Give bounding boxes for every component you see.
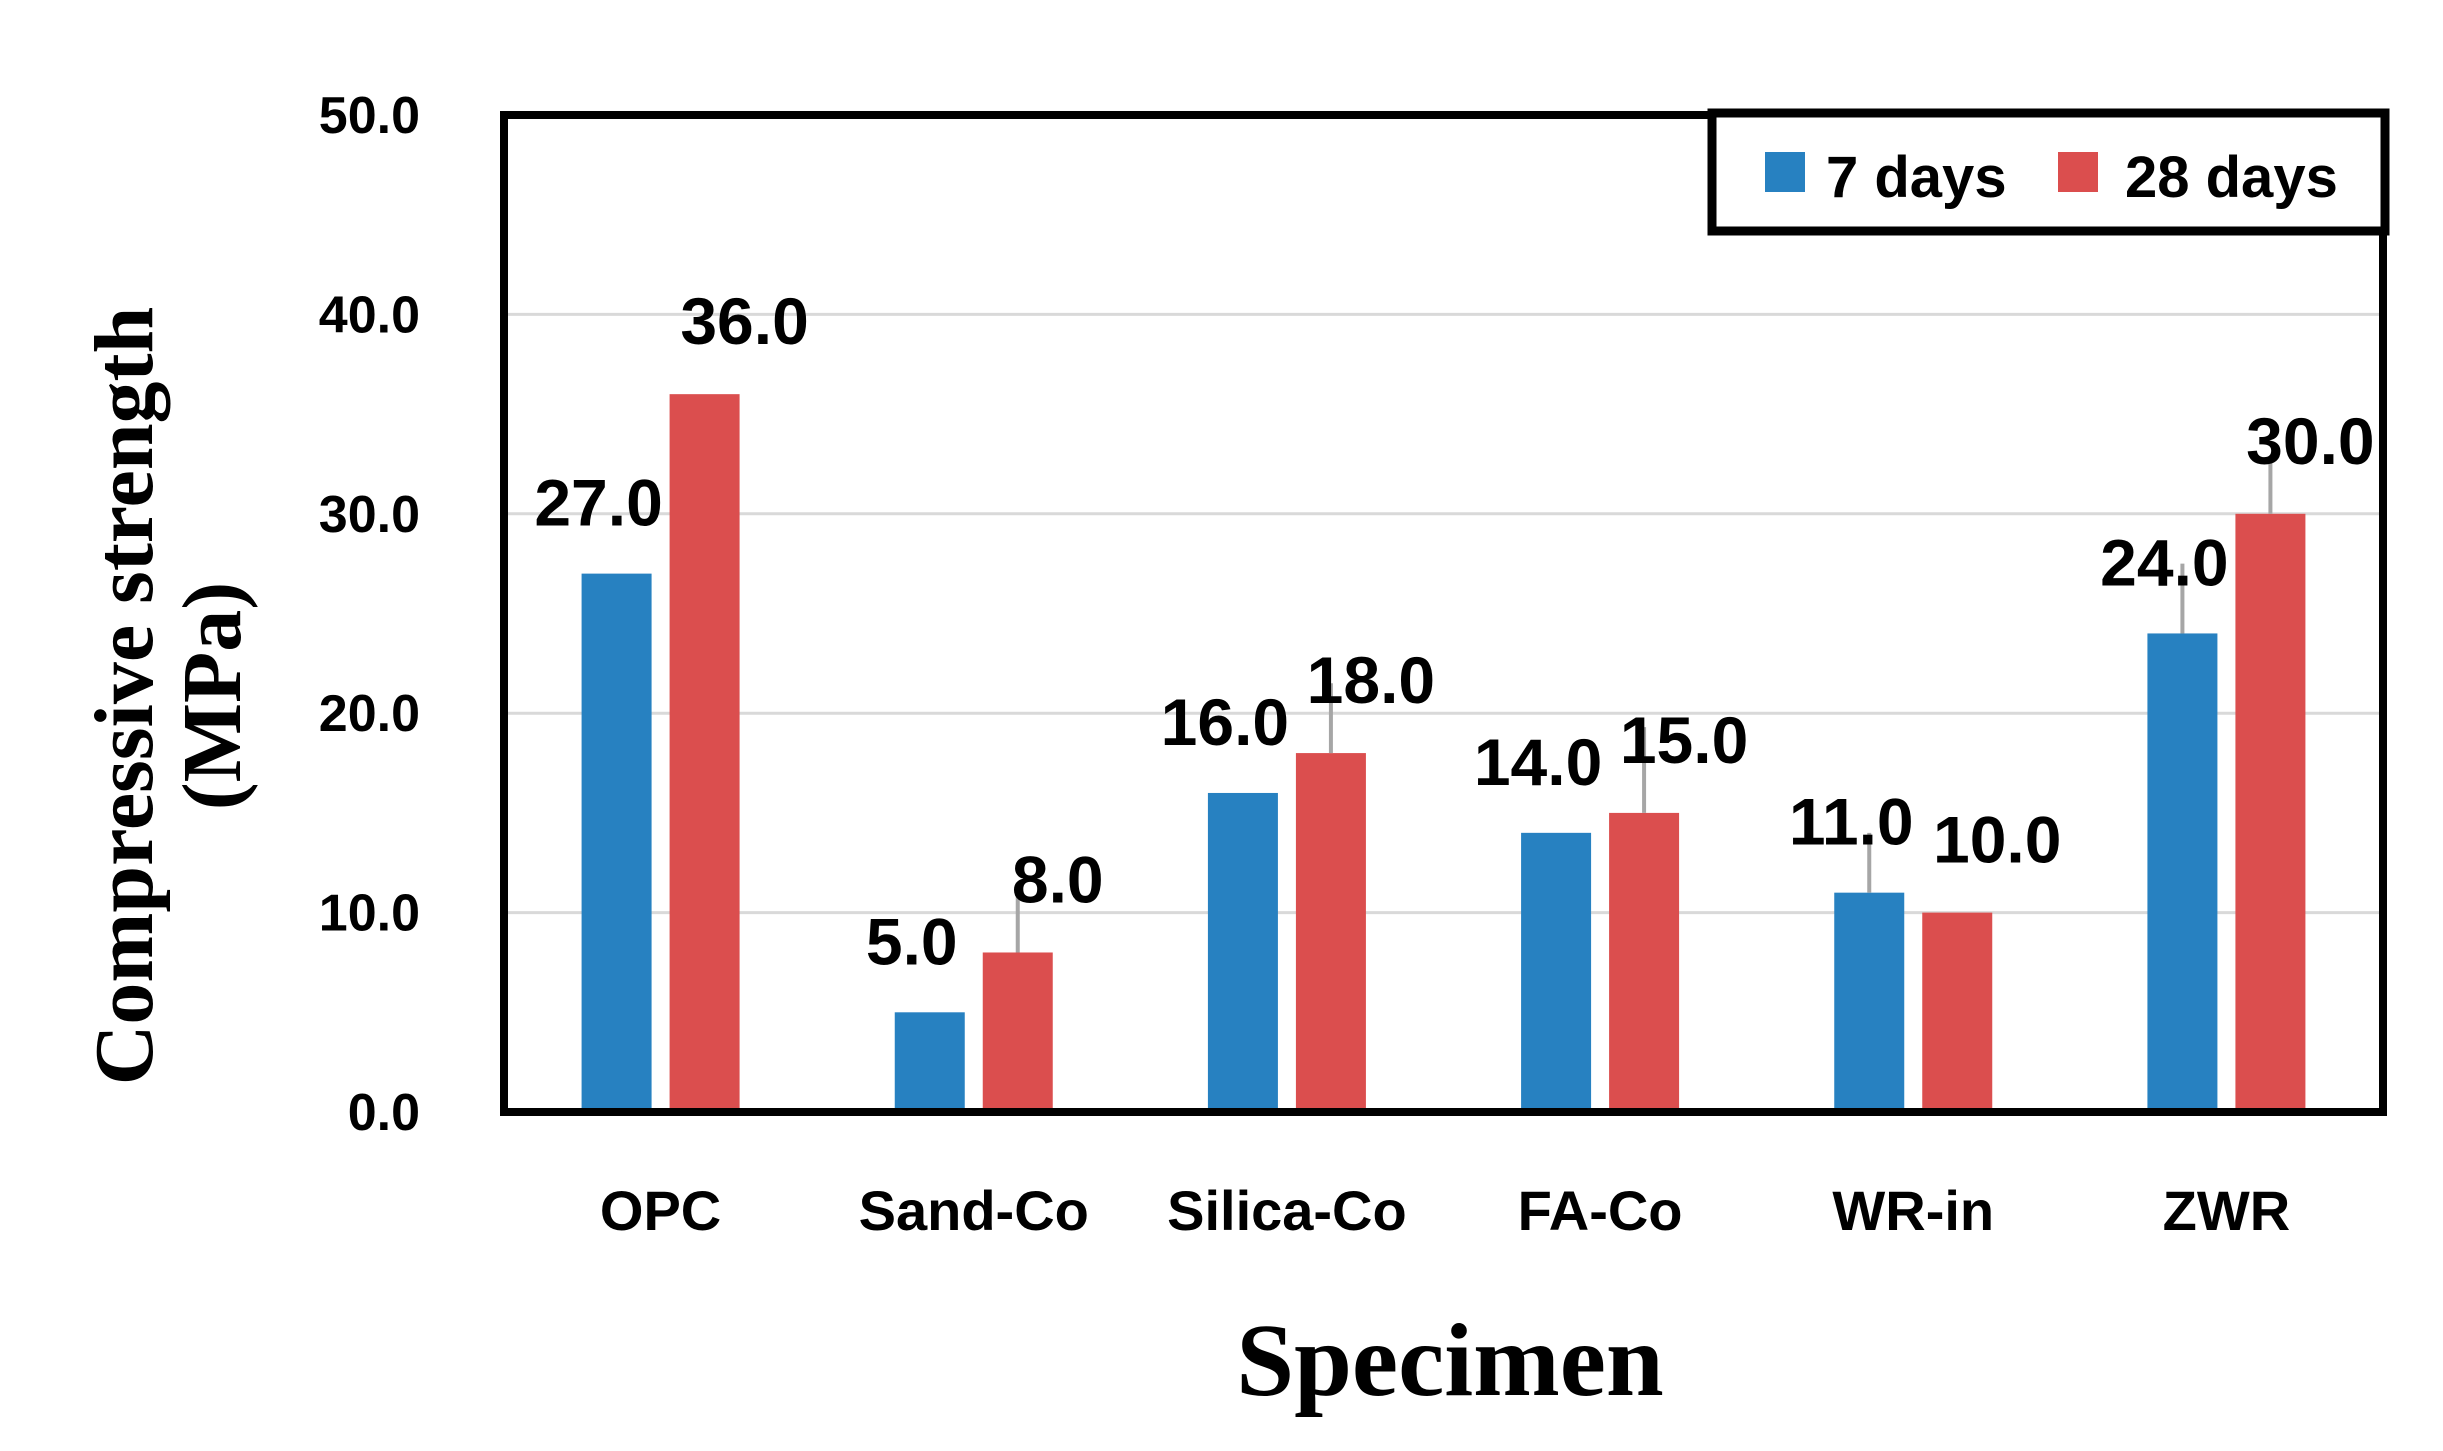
legend-swatch-28-days xyxy=(2058,152,2098,192)
bar-wr-in-7-days xyxy=(1834,892,1905,1112)
bar-fa-co-7-days xyxy=(1521,832,1592,1112)
x-axis-title: Specimen xyxy=(1236,1303,1664,1418)
x-axis-categories: OPC Sand-Co Silica-Co FA-Co WR-in ZWR xyxy=(600,1179,2290,1242)
data-label: 5.0 xyxy=(866,904,958,978)
y-tick-label: 30.0 xyxy=(319,486,420,544)
data-label: 18.0 xyxy=(1307,643,1435,717)
bar-opc-28-days xyxy=(669,394,740,1112)
bar-silica-co-28-days xyxy=(1295,753,1366,1112)
legend-label-7-days: 7 days xyxy=(1826,145,2007,210)
y-tick-label: 10.0 xyxy=(319,885,420,943)
data-label: 16.0 xyxy=(1161,685,1289,759)
x-category-label: Silica-Co xyxy=(1167,1179,1407,1242)
bar-sand-co-28-days xyxy=(982,952,1053,1112)
data-label: 30.0 xyxy=(2246,404,2374,478)
x-category-label: FA-Co xyxy=(1518,1179,1683,1242)
data-label: 24.0 xyxy=(2100,525,2228,599)
legend-swatch-7-days xyxy=(1765,152,1805,192)
bar-wr-in-28-days xyxy=(1922,912,1993,1112)
x-category-label: ZWR xyxy=(2163,1179,2291,1242)
bars xyxy=(581,394,2306,1112)
data-label: 27.0 xyxy=(534,466,662,540)
x-category-label: Sand-Co xyxy=(859,1179,1089,1242)
plot-frame xyxy=(500,111,2387,1116)
bar-zwr-7-days xyxy=(2147,633,2218,1112)
y-tick-label: 50.0 xyxy=(319,87,420,145)
bar-fa-co-28-days xyxy=(1609,812,1680,1112)
bar-zwr-28-days xyxy=(2235,513,2306,1112)
legend-label-28-days: 28 days xyxy=(2125,145,2338,210)
data-label: 14.0 xyxy=(1474,725,1602,799)
x-category-label: WR-in xyxy=(1832,1179,1994,1242)
legend-box xyxy=(1707,108,2390,236)
y-axis-title-line2: (MPa) xyxy=(166,582,259,811)
bar-silica-co-7-days xyxy=(1207,792,1278,1112)
legend: 7 days 28 days xyxy=(1707,108,2390,236)
x-category-label: OPC xyxy=(600,1179,721,1242)
data-label: 10.0 xyxy=(1933,803,2061,877)
y-tick-label: 40.0 xyxy=(319,286,420,344)
data-label: 11.0 xyxy=(1789,785,1914,859)
y-tick-label: 0.0 xyxy=(348,1084,420,1142)
data-labels: 27.0 36.0 5.0 8.0 16.018.0 14.0 15.0 11.0 10.0 24… xyxy=(534,284,2374,978)
y-axis-title: Compressive strength (MPa) xyxy=(78,307,259,1086)
data-label: 8.0 xyxy=(1012,842,1104,916)
bar-opc-7-days xyxy=(581,573,652,1112)
y-axis-ticks: 0.0 10.0 20.0 30.0 40.0 50.0 xyxy=(319,87,420,1142)
data-label: 15.0 xyxy=(1620,703,1748,777)
y-axis-title-line1: Compressive strength xyxy=(78,307,171,1086)
data-label: 36.0 xyxy=(680,284,808,358)
error-bars xyxy=(1015,457,2273,953)
bar-sand-co-7-days xyxy=(894,1012,965,1112)
y-tick-label: 20.0 xyxy=(319,685,420,743)
